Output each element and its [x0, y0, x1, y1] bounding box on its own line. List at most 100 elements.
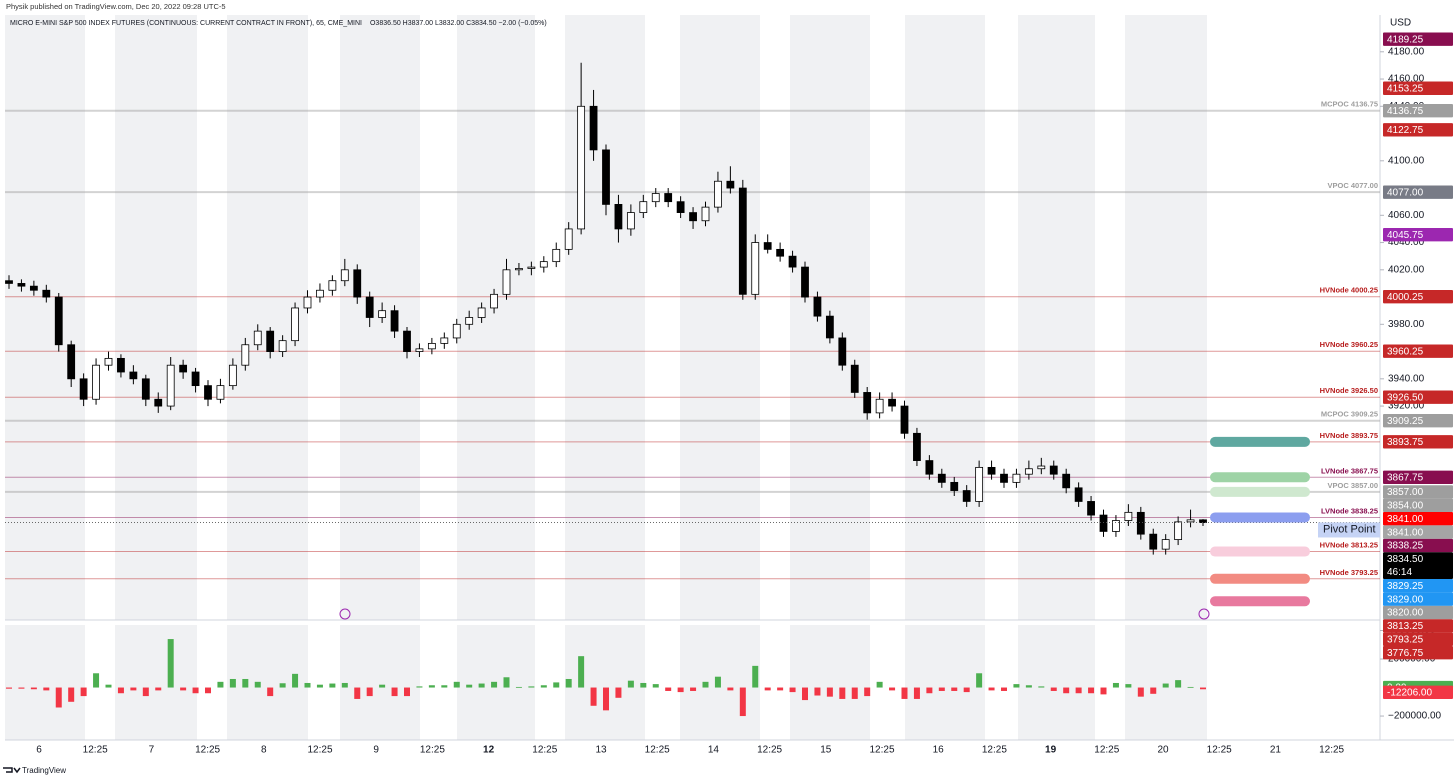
session-band — [905, 15, 985, 620]
candle-body — [477, 307, 486, 318]
candle-body — [191, 371, 200, 387]
session-band — [115, 15, 197, 620]
delta-bar — [30, 687, 37, 690]
price-label-box — [1383, 512, 1453, 526]
candle-body — [714, 180, 722, 208]
candle-body — [614, 204, 623, 230]
delta-bar — [68, 687, 75, 702]
candle-body — [1149, 533, 1158, 550]
candle-body — [888, 398, 896, 407]
level-zone — [1210, 596, 1310, 607]
candle-body — [241, 344, 250, 366]
y-tick-label: 4160.00 — [1388, 74, 1425, 85]
level-label: MCPOC 3909.25 — [1321, 410, 1378, 419]
y-tick-label: 4060.00 — [1388, 210, 1425, 221]
candle-body — [67, 344, 76, 380]
delta-bar — [951, 687, 958, 691]
delta-bar — [43, 687, 50, 691]
delta-bar — [354, 687, 361, 699]
candle-body — [291, 307, 299, 342]
delta-bar — [988, 687, 995, 691]
y-tick-label: 3980.00 — [1388, 319, 1425, 330]
candle-body — [900, 405, 909, 434]
price-label: 3893.75 — [1387, 437, 1424, 448]
price-label: 4077.00 — [1387, 187, 1424, 198]
event-marker[interactable] — [1198, 608, 1210, 620]
delta-bar — [1112, 682, 1119, 688]
price-label: 3841.00 — [1387, 514, 1424, 525]
level-label: HVNode 3813.25 — [1320, 541, 1378, 550]
ohlc-legend: O3836.50 H3837.00 L3832.00 C3834.50 −2.0… — [370, 20, 547, 27]
candle-body — [664, 193, 673, 203]
price-label-box — [1383, 81, 1453, 95]
x-tick-label: 12:25 — [645, 745, 670, 756]
delta-bar — [229, 678, 236, 688]
candle-body — [813, 296, 822, 317]
level-label: HVNode 3793.25 — [1320, 568, 1378, 577]
candle-body — [1074, 487, 1083, 502]
candle-body — [440, 337, 449, 344]
delta-bar — [117, 687, 124, 694]
delta-bar — [279, 683, 286, 688]
price-label: 3820.00 — [1387, 608, 1424, 619]
candle-body — [602, 149, 610, 205]
price-label: 3867.75 — [1387, 472, 1424, 483]
session-shading — [5, 15, 1207, 740]
candle-body — [1186, 519, 1195, 523]
candle-body — [390, 310, 399, 332]
delta-bar — [292, 673, 299, 688]
price-label: 3793.25 — [1387, 634, 1424, 645]
x-tick-label: 21 — [1270, 745, 1282, 756]
y-tick-label: 3940.00 — [1388, 373, 1425, 384]
session-band — [1125, 625, 1207, 740]
candle-body — [577, 105, 586, 230]
candle-body — [552, 248, 561, 263]
price-label-box — [1383, 470, 1453, 484]
delta-bar — [938, 687, 945, 691]
delta-bar — [242, 678, 249, 688]
level-label: LVNode 3867.75 — [1321, 466, 1378, 475]
candle-body — [166, 364, 175, 407]
chart-title: MICRO E-MINI S&P 500 INDEX FUTURES (CONT… — [10, 20, 547, 27]
candle-body — [701, 206, 710, 222]
delta-bar — [714, 676, 721, 688]
price-label: 3841.00 — [1387, 527, 1424, 538]
delta-bar — [1150, 687, 1157, 694]
price-label: 3838.25 — [1387, 541, 1424, 552]
delta-bar — [1063, 687, 1070, 694]
candle-body — [1099, 514, 1108, 532]
y-tick-label: 3920.00 — [1388, 401, 1425, 412]
y-tick-label: 4100.00 — [1388, 155, 1425, 166]
candle-body — [365, 296, 374, 318]
delta-bar — [515, 686, 522, 688]
x-tick-label: 7 — [149, 745, 155, 756]
delta-bar — [404, 687, 410, 697]
y-tick-label: 4040.00 — [1388, 237, 1425, 248]
candle-body — [29, 285, 38, 291]
delta-bar — [254, 681, 261, 688]
price-label: 3834.50 — [1387, 554, 1424, 565]
candle-body — [875, 398, 884, 414]
level-zone — [1210, 436, 1310, 447]
x-tick-label: 12 — [483, 745, 495, 756]
candle-body — [266, 330, 275, 352]
delta-bar — [826, 687, 833, 697]
candle-body — [913, 432, 921, 461]
level-zone — [1210, 546, 1310, 557]
symbol: MICRO E-MINI S&P 500 INDEX FUTURES (CONT… — [10, 20, 362, 27]
delta-bar — [55, 687, 62, 708]
delta-bar — [1125, 684, 1132, 688]
candle-body — [589, 105, 598, 151]
price-label: 3776.75 — [1387, 648, 1424, 659]
delta-bar — [1162, 683, 1169, 688]
event-marker[interactable] — [339, 608, 351, 620]
delta-bar — [130, 687, 137, 691]
delta-bar — [1025, 685, 1032, 688]
candle-body — [1037, 465, 1046, 470]
delta-bar — [1013, 684, 1020, 688]
x-tick-label: 12:25 — [195, 745, 220, 756]
candle-body — [1124, 511, 1133, 521]
candle-body — [42, 289, 51, 298]
